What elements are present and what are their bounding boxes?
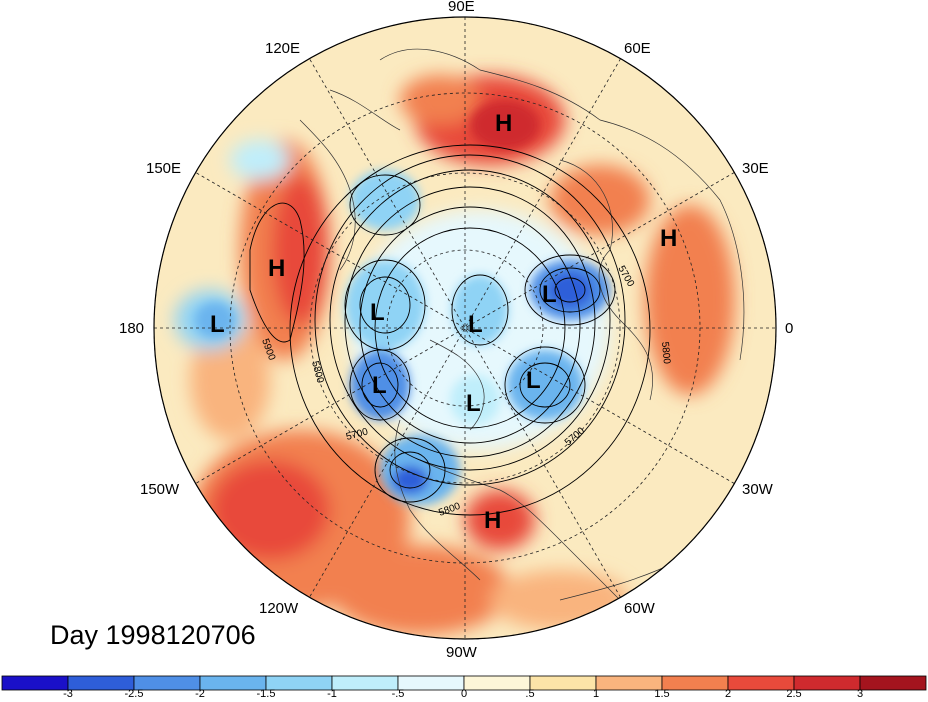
lon-label-150e: 150E bbox=[146, 160, 182, 177]
low-center: L bbox=[370, 299, 385, 326]
low-center: L bbox=[468, 311, 483, 338]
colorbar-tick-label: -2.5 bbox=[124, 688, 144, 700]
colorbar-swatch bbox=[529, 675, 597, 691]
colorbar bbox=[1, 675, 927, 691]
lon-label-30w: 30W bbox=[742, 481, 773, 498]
high-center: H bbox=[268, 255, 285, 282]
lon-label-60e: 60E bbox=[624, 40, 651, 57]
lon-label-0: 0 bbox=[785, 320, 794, 337]
colorbar-tick-label: -1 bbox=[327, 688, 337, 700]
lon-label-180: 180 bbox=[119, 320, 145, 337]
colorbar-tick-label: 2.5 bbox=[786, 688, 802, 700]
colorbar-tick-label: 0 bbox=[460, 688, 468, 700]
colorbar-swatch bbox=[397, 675, 465, 691]
pressure-centers: H H H H L L L L L L L bbox=[210, 110, 677, 534]
high-center: H bbox=[495, 110, 512, 137]
colorbar-tick-label: -.5 bbox=[391, 688, 405, 700]
lon-label-60w: 60W bbox=[624, 600, 655, 617]
lon-label-90e: 90E bbox=[448, 0, 475, 15]
low-center: L bbox=[210, 311, 225, 338]
low-center: L bbox=[526, 367, 541, 394]
colorbar-tick-label: -1.5 bbox=[256, 688, 276, 700]
lon-label-120e: 120E bbox=[265, 40, 301, 57]
anomaly-shading bbox=[154, 17, 776, 639]
date-title: Day 1998120706 bbox=[50, 620, 256, 650]
colorbar-swatch bbox=[1, 675, 69, 691]
colorbar-swatch bbox=[661, 675, 729, 691]
colorbar-swatch bbox=[463, 675, 531, 691]
colorbar-swatch bbox=[331, 675, 399, 691]
coastlines bbox=[299, 48, 745, 601]
high-center: H bbox=[660, 225, 677, 252]
colorbar-swatch bbox=[859, 675, 927, 691]
lon-label-150w: 150W bbox=[140, 481, 180, 498]
lon-label-120w: 120W bbox=[259, 600, 299, 617]
lon-label-90w: 90W bbox=[446, 644, 477, 661]
colorbar-tick-label: 1 bbox=[592, 688, 600, 700]
colorbar-tick-label: 2 bbox=[724, 688, 732, 700]
colorbar-tick-label: 3 bbox=[856, 688, 864, 700]
low-center: L bbox=[466, 390, 481, 417]
colorbar-tick-label: -2 bbox=[195, 688, 205, 700]
high-center: H bbox=[484, 507, 501, 534]
colorbar-swatch bbox=[133, 675, 201, 691]
map-boundary bbox=[153, 16, 777, 640]
low-center: L bbox=[542, 281, 557, 308]
colorbar-tick-label: .5 bbox=[525, 688, 535, 700]
lon-label-30e: 30E bbox=[742, 160, 769, 177]
colorbar-tick-label: -3 bbox=[63, 688, 73, 700]
contour-label: 5800 bbox=[659, 341, 672, 365]
colorbar-swatch bbox=[727, 675, 795, 691]
low-center: L bbox=[372, 372, 387, 399]
colorbar-tick-label: 1.5 bbox=[654, 688, 670, 700]
colorbar-swatch bbox=[595, 675, 663, 691]
colorbar-swatch bbox=[793, 675, 861, 691]
colorbar-swatch bbox=[265, 675, 333, 691]
